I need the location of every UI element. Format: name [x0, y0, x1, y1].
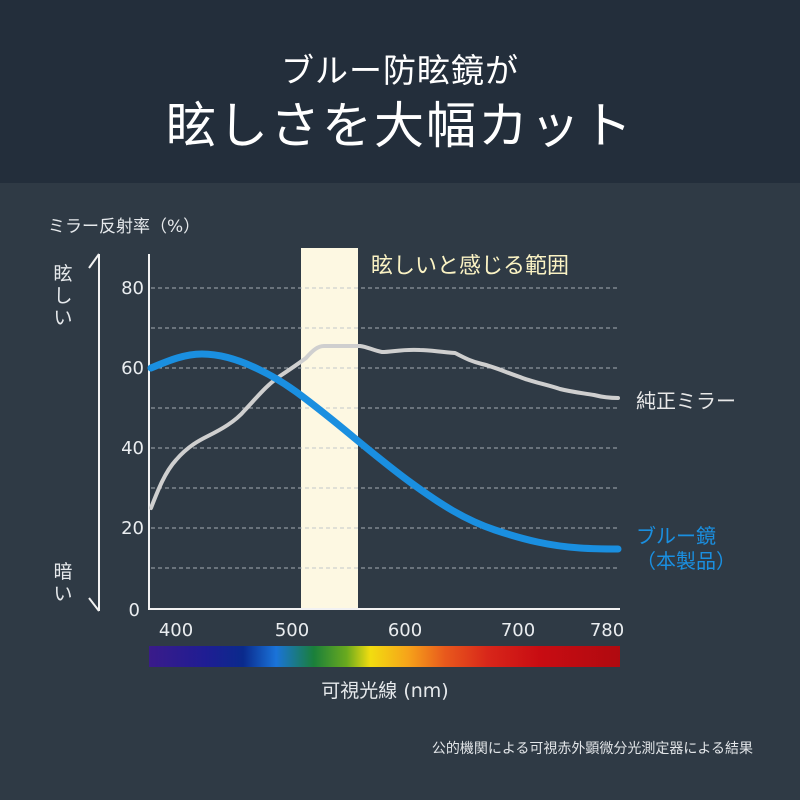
x-tick-780: 780: [589, 620, 625, 641]
y-tick-60: 60: [121, 358, 144, 379]
y-top-label: 眩しい: [52, 263, 74, 329]
y-tick-20: 20: [121, 518, 144, 539]
series-gray-line: [149, 344, 620, 510]
y-top-label-text: 眩しい: [53, 263, 73, 329]
footnote: 公的機関による可視赤外顕微分光測定器による結果: [431, 741, 753, 757]
y-axis-title: ミラー反射率（%）: [48, 217, 201, 237]
x-tick-700: 700: [500, 620, 536, 641]
legend-blue-line1: ブルー鏡: [636, 524, 716, 548]
legend-blue-label: ブルー鏡 （本製品）: [636, 524, 736, 574]
x-tick-500: 500: [274, 620, 310, 641]
y-tick-40: 40: [121, 438, 144, 459]
series-blue-line: [147, 350, 622, 553]
y-bottom-label: 暗い: [52, 561, 74, 605]
x-tick-600: 600: [387, 620, 423, 641]
visible-spectrum-bar: [149, 646, 620, 667]
legend-gray-label: 純正ミラー: [636, 389, 736, 413]
x-axis-title: 可視光線 (nm): [321, 680, 449, 702]
header-title: 眩しさを大幅カット: [166, 97, 634, 155]
brightness-arrow-icon: [88, 253, 100, 612]
gridlines: [151, 287, 620, 569]
y-tick-0: 0: [128, 600, 140, 621]
header-banner: ブルー防眩鏡が 眩しさを大幅カット: [0, 0, 800, 183]
header-subtitle: ブルー防眩鏡が: [281, 51, 519, 90]
legend-blue-line2: （本製品）: [636, 549, 736, 573]
y-tick-80: 80: [121, 278, 144, 299]
highlight-band: [301, 248, 358, 609]
y-bottom-label-text: 暗い: [53, 561, 73, 605]
x-tick-400: 400: [158, 620, 194, 641]
highlight-band-label: 眩しいと感じる範囲: [371, 254, 570, 279]
